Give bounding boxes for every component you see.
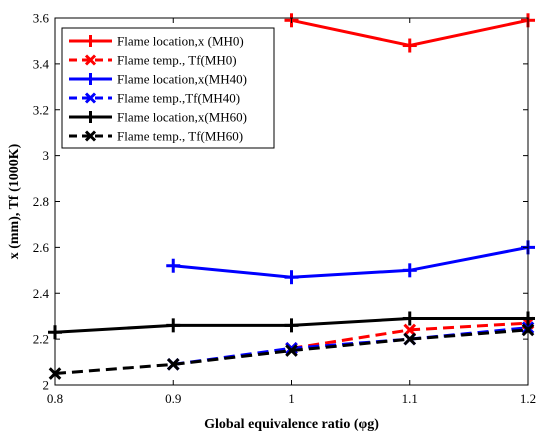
legend-label: Flame temp., Tf(MH60): [117, 129, 243, 144]
legend-label: Flame temp., Tf(MH0): [117, 53, 237, 68]
data-point: [166, 258, 181, 273]
data-point: [284, 270, 299, 285]
x-tick-label: 0.9: [165, 391, 181, 406]
x-tick-label: 1: [288, 391, 295, 406]
data-point: [166, 358, 180, 371]
data-point: [403, 332, 417, 346]
legend-item: Flame temp.,Tf(MH40): [69, 91, 240, 106]
legend-item: Flame temp., Tf(MH60): [69, 129, 243, 144]
y-tick-label: 3.2: [33, 102, 49, 117]
series-3: [166, 240, 535, 285]
legend-label: Flame location,x (MH0): [117, 34, 244, 49]
cross-marker-b: [84, 92, 97, 104]
legend-label: Flame location,x(MH60): [117, 110, 247, 125]
y-tick-label: 2: [43, 378, 50, 393]
series-layer: [48, 13, 535, 380]
data-point: [285, 341, 298, 355]
y-tick-label: 3.4: [33, 56, 50, 71]
y-tick-label: 2.6: [33, 240, 50, 255]
x-tick-label: 1.2: [520, 391, 536, 406]
cross-marker-b: [166, 358, 180, 371]
cross-marker-b: [285, 341, 298, 355]
data-point: [285, 344, 298, 357]
data-point: [402, 38, 417, 53]
data-point: [402, 311, 417, 326]
y-tick-label: 2.8: [33, 194, 49, 209]
y-tick-label: 3: [43, 148, 50, 163]
series-line: [54, 328, 529, 375]
legend-item: Flame location,x(MH60): [69, 110, 247, 125]
data-point: [402, 263, 417, 278]
data-point: [403, 323, 417, 337]
cross-marker-b: [84, 54, 97, 66]
legend-label: Flame location,x(MH40): [117, 72, 247, 87]
legend-box: [61, 27, 275, 149]
legend-item: Flame temp., Tf(MH0): [69, 53, 237, 68]
cross-marker-b: [285, 344, 298, 357]
x-axis-label: Global equivalence ratio (φg): [204, 417, 379, 432]
cross-marker-b: [403, 332, 417, 346]
y-tick-label: 2.2: [33, 332, 49, 347]
x-tick-label: 1.1: [402, 391, 418, 406]
legend-item: Flame location,x(MH40): [69, 72, 247, 87]
x-tick-label: 0.8: [47, 391, 63, 406]
legend-item: Flame location,x (MH0): [69, 34, 244, 49]
legend-label: Flame temp.,Tf(MH40): [117, 91, 240, 106]
axis-ticks: 0.8 0.9 1 1.1 1.2 2 2.2 2.4 2.6 2.8 3 3.2 3.4 3.6: [33, 11, 536, 407]
data-point: [166, 318, 181, 333]
y-tick-label: 2.4: [33, 286, 50, 301]
legend: Flame location,x (MH0) Flame temp., Tf(MH…: [61, 27, 275, 149]
y-tick-label: 3.6: [33, 11, 50, 26]
cross-marker-b: [84, 130, 97, 142]
series-6: [48, 323, 535, 380]
series-line: [173, 245, 529, 279]
y-axis-label: x (mm), Tf (1000K): [7, 143, 22, 259]
cross-marker-b: [403, 323, 417, 337]
data-point: [284, 318, 299, 333]
